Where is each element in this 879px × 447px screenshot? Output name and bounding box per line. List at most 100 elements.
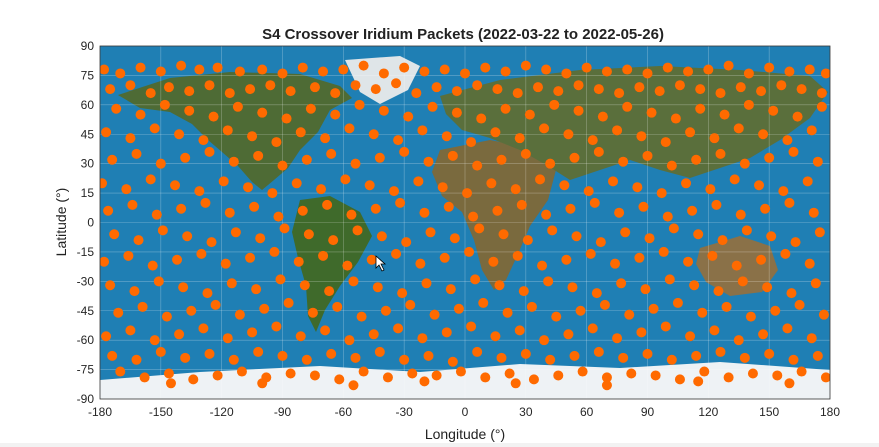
scatter-point	[610, 258, 621, 269]
scatter-point	[145, 174, 156, 185]
scatter-point	[462, 188, 473, 199]
scatter-point	[772, 370, 783, 381]
scatter-point	[101, 331, 112, 342]
scatter-point	[703, 64, 714, 75]
scatter-point	[689, 280, 700, 291]
scatter-point	[382, 372, 393, 383]
scatter-point	[107, 154, 118, 165]
scatter-point	[431, 82, 442, 93]
scatter-point	[492, 205, 503, 216]
north-america-land	[118, 72, 352, 190]
scatter-point	[770, 305, 781, 316]
scatter-point	[277, 160, 288, 171]
scatter-point	[496, 154, 507, 165]
scatter-point	[307, 307, 318, 318]
scatter-point	[182, 231, 193, 242]
scatter-point	[760, 203, 771, 214]
scatter-point	[174, 329, 185, 340]
scatter-point	[236, 366, 247, 377]
scatter-point	[103, 205, 114, 216]
scatter-point	[257, 378, 268, 389]
scatter-point	[721, 301, 732, 312]
y-axis-label: Latitude (°)	[53, 188, 69, 257]
scatter-point	[222, 125, 233, 136]
scatter-point	[561, 254, 572, 265]
y-tick-label: 30	[81, 157, 95, 171]
scatter-point	[301, 354, 312, 365]
scatter-point	[707, 250, 718, 261]
scatter-point	[735, 209, 746, 220]
x-tick-label: 90	[641, 405, 655, 419]
scatter-point	[417, 333, 428, 344]
scatter-point	[601, 66, 612, 77]
scatter-point	[612, 333, 623, 344]
scatter-point	[498, 229, 509, 240]
scatter-point	[549, 99, 560, 110]
scatter-point	[804, 258, 815, 269]
scatter-point	[135, 62, 146, 73]
scatter-point	[100, 178, 108, 189]
scatter-point	[709, 325, 720, 336]
scatter-point	[490, 331, 501, 342]
scatter-point	[105, 84, 116, 95]
scatter-point	[733, 123, 744, 134]
scatter-point	[228, 354, 239, 365]
x-axis-ticks: -180 -150 -120 -90 -60 -30 0 30 60 90 120 150 180	[88, 405, 840, 419]
scatter-point	[820, 68, 830, 79]
scatter-point	[253, 346, 264, 357]
x-tick-label: -90	[274, 405, 292, 419]
scatter-point	[441, 327, 452, 338]
scatter-point	[137, 301, 148, 312]
scatter-point	[269, 246, 280, 257]
scatter-point	[200, 197, 211, 208]
scatter-point	[539, 335, 550, 346]
scatter-point	[599, 299, 610, 310]
scatter-point	[713, 286, 724, 297]
scatter-point	[520, 148, 531, 159]
scatter-point	[415, 258, 426, 269]
scatter-point	[573, 105, 584, 116]
scatter-point	[188, 374, 199, 385]
scatter-point	[208, 111, 219, 122]
scatter-point	[170, 180, 181, 191]
scatter-point	[391, 78, 402, 89]
scatter-point	[403, 111, 414, 122]
scatter-point	[285, 368, 296, 379]
scatter-point	[129, 286, 140, 297]
scatter-point	[802, 176, 813, 187]
scatter-point	[820, 372, 830, 383]
scatter-point	[344, 123, 355, 134]
scatter-point	[368, 129, 379, 140]
scatter-point	[161, 311, 172, 322]
scatter-point	[460, 68, 470, 79]
scatter-point	[279, 223, 290, 234]
scatter-point	[350, 352, 361, 363]
scatter-point	[512, 250, 523, 261]
scatter-point	[220, 258, 231, 269]
scatter-point	[778, 186, 789, 197]
scatter-point	[322, 199, 333, 210]
scatter-point	[395, 197, 406, 208]
scatter-point	[788, 354, 799, 365]
scatter-point	[445, 284, 456, 295]
scatter-point	[281, 113, 292, 124]
scatter-point	[618, 352, 629, 363]
scatter-point	[443, 201, 454, 212]
scatter-point	[350, 158, 361, 169]
scatter-point	[222, 333, 233, 344]
scatter-point	[622, 64, 633, 75]
scatter-point	[283, 297, 294, 308]
scatter-point	[243, 182, 254, 193]
scatter-point	[691, 154, 702, 165]
x-tick-label: -120	[210, 405, 234, 419]
scatter-point	[784, 197, 795, 208]
scatter-point	[447, 150, 458, 161]
scatter-point	[695, 84, 706, 95]
scatter-point	[472, 160, 483, 171]
scatter-point	[788, 146, 799, 157]
scatter-point	[737, 276, 748, 287]
scatter-point	[745, 311, 756, 322]
scatter-point	[780, 248, 791, 259]
scatter-point	[184, 105, 195, 116]
